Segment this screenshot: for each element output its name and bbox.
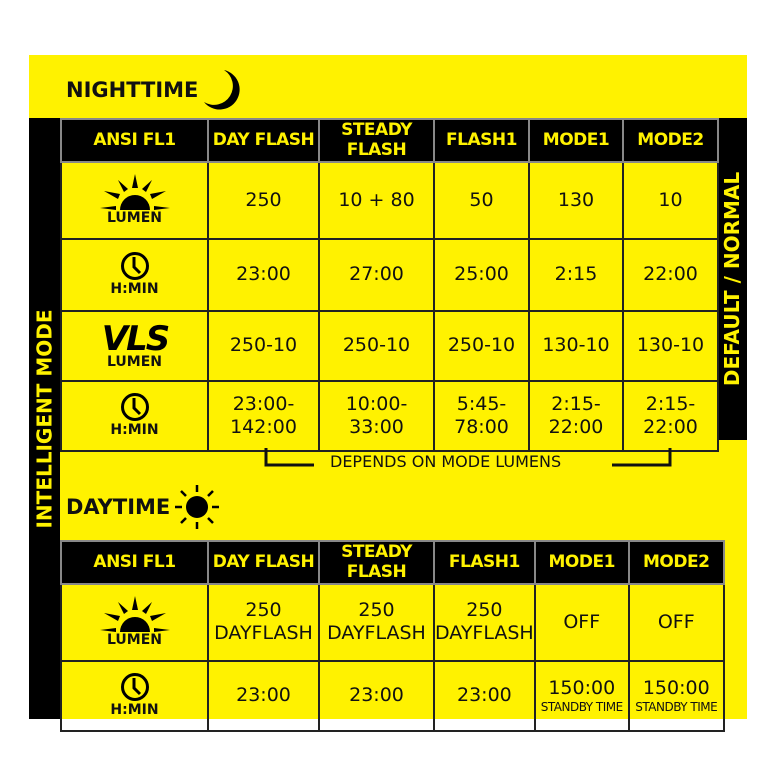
moon-icon bbox=[204, 70, 241, 110]
value-cell: 250 DAYFLASH bbox=[433, 582, 536, 662]
value-cell: 150:00 STANDBY TIME bbox=[627, 659, 725, 732]
value-cell: 2:15 bbox=[528, 237, 624, 312]
daytime-heading: DAYTIME bbox=[66, 484, 220, 530]
value-cell: 23:00 bbox=[433, 659, 536, 732]
value-cell: 130-10 bbox=[622, 309, 719, 382]
unit-label: LUMEN bbox=[106, 631, 162, 648]
value-cell: 250 DAYFLASH bbox=[318, 582, 435, 662]
row-label-cell: LUMEN bbox=[60, 160, 209, 240]
value-cell: 130-10 bbox=[528, 309, 624, 382]
column-header: DAY FLASH bbox=[207, 540, 320, 585]
column-header: FLASH1 bbox=[433, 540, 536, 585]
sun-rays-icon bbox=[62, 595, 207, 632]
column-header: ANSI FL1 bbox=[60, 540, 209, 585]
value-sub: DAYFLASH bbox=[435, 622, 534, 645]
table-row: LUMEN 250 DAYFLASH 250 DAYFLASH 250 DAYFLASH OF… bbox=[60, 582, 725, 662]
column-header: STEADY FLASH bbox=[318, 540, 435, 585]
value-sub: DAYFLASH bbox=[214, 622, 313, 645]
value-sub: STANDBY TIME bbox=[635, 699, 718, 714]
value-sub: DAYFLASH bbox=[327, 622, 426, 645]
table-row: H:MIN 23:00 27:00 25:00 2:15 22:00 bbox=[60, 237, 719, 312]
value: 23:00 bbox=[456, 684, 512, 707]
value-cell: 23:00 bbox=[207, 237, 320, 312]
table-row: VLS LUMEN 250-10 250-10 250-10 130-10 130-10 bbox=[60, 309, 719, 382]
clock-icon bbox=[62, 251, 207, 281]
intelligent-mode-label: INTELLIGENT MODE bbox=[29, 118, 60, 719]
clock-icon bbox=[62, 392, 207, 422]
unit-label: H:MIN bbox=[110, 281, 159, 298]
row-label-cell: VLS LUMEN bbox=[60, 309, 209, 382]
intelligent-mode-text: INTELLIGENT MODE bbox=[32, 308, 57, 529]
value: OFF bbox=[563, 610, 601, 633]
value-cell: 23:00 bbox=[207, 659, 320, 732]
value-cell: 250-10 bbox=[433, 309, 530, 382]
table-row: H:MIN 23:00 23:00 23:00 150:00 STANDBY TIME 15… bbox=[60, 659, 725, 732]
column-header: FLASH1 bbox=[433, 118, 530, 163]
depends-bracket: DEPENDS ON MODE LUMENS bbox=[264, 448, 674, 471]
table-row: H:MIN 23:00- 142:00 10:00- 33:00 5:45- 78:0… bbox=[60, 379, 719, 452]
value-cell: 10 bbox=[622, 160, 719, 240]
default-normal-label: DEFAULT / NORMAL bbox=[717, 118, 747, 440]
depends-note: DEPENDS ON MODE LUMENS bbox=[330, 452, 562, 471]
column-header: DAY FLASH bbox=[207, 118, 320, 163]
column-header: MODE1 bbox=[533, 540, 630, 585]
unit-label: LUMEN bbox=[106, 354, 162, 371]
sun-icon bbox=[175, 485, 220, 529]
value-cell: 2:15- 22:00 bbox=[622, 379, 719, 452]
value-cell: OFF bbox=[627, 582, 725, 662]
value-cell: 2:15- 22:00 bbox=[528, 379, 624, 452]
sun-rays-icon bbox=[62, 173, 207, 210]
daytime-title: DAYTIME bbox=[66, 495, 171, 519]
svg-text:VLS: VLS bbox=[101, 320, 168, 354]
value-cell: OFF bbox=[533, 582, 630, 662]
value: 23:00 bbox=[349, 684, 404, 707]
value-cell: 27:00 bbox=[318, 237, 435, 312]
value: OFF bbox=[657, 610, 695, 633]
table-row: LUMEN 250 10 + 80 50 130 10 bbox=[60, 160, 719, 240]
value-cell: 25:00 bbox=[433, 237, 530, 312]
value-cell: 5:45- 78:00 bbox=[433, 379, 530, 452]
value-cell: 130 bbox=[528, 160, 624, 240]
nighttime-title: NIGHTTIME bbox=[66, 78, 199, 102]
column-header: MODE1 bbox=[528, 118, 624, 163]
row-label-cell: H:MIN bbox=[60, 237, 209, 312]
daytime-table: ANSI FL1 DAY FLASH STEADY FLASH FLASH1 MODE1… bbox=[60, 540, 725, 732]
value-cell: 150:00 STANDBY TIME bbox=[533, 659, 630, 732]
value-cell: 10:00- 33:00 bbox=[318, 379, 435, 452]
column-header: MODE2 bbox=[627, 540, 725, 585]
value-cell: 23:00- 142:00 bbox=[207, 379, 320, 452]
row-label-cell: H:MIN bbox=[60, 379, 209, 452]
value: 23:00 bbox=[236, 684, 291, 707]
value: 150:00 bbox=[642, 677, 710, 700]
value-cell: 250 DAYFLASH bbox=[207, 582, 320, 662]
value-cell: 10 + 80 bbox=[318, 160, 435, 240]
unit-label: H:MIN bbox=[110, 422, 159, 439]
nighttime-table: ANSI FL1 DAY FLASH STEADY FLASH FLASH1 MODE1… bbox=[60, 118, 719, 452]
value-cell: 250-10 bbox=[318, 309, 435, 382]
row-label-cell: LUMEN bbox=[60, 582, 209, 662]
clock-icon bbox=[62, 672, 207, 702]
vls-logo: VLS bbox=[62, 320, 207, 354]
default-normal-text: DEFAULT / NORMAL bbox=[720, 171, 744, 387]
row-label-cell: H:MIN bbox=[60, 659, 209, 732]
nighttime-heading: NIGHTTIME bbox=[66, 68, 242, 112]
unit-label: LUMEN bbox=[106, 209, 162, 226]
value-cell: 23:00 bbox=[318, 659, 435, 732]
value: 250 bbox=[466, 599, 503, 622]
value-cell: 22:00 bbox=[622, 237, 719, 312]
value: 250 bbox=[245, 599, 282, 622]
column-header: ANSI FL1 bbox=[60, 118, 209, 163]
column-header: STEADY FLASH bbox=[318, 118, 435, 163]
value-cell: 50 bbox=[433, 160, 530, 240]
value: 150:00 bbox=[548, 677, 616, 700]
unit-label: H:MIN bbox=[110, 702, 159, 719]
value-sub: STANDBY TIME bbox=[540, 699, 623, 714]
value-cell: 250 bbox=[207, 160, 320, 240]
column-header: MODE2 bbox=[622, 118, 719, 163]
bracket-lines bbox=[264, 448, 672, 467]
value-cell: 250-10 bbox=[207, 309, 320, 382]
value: 250 bbox=[358, 599, 395, 622]
